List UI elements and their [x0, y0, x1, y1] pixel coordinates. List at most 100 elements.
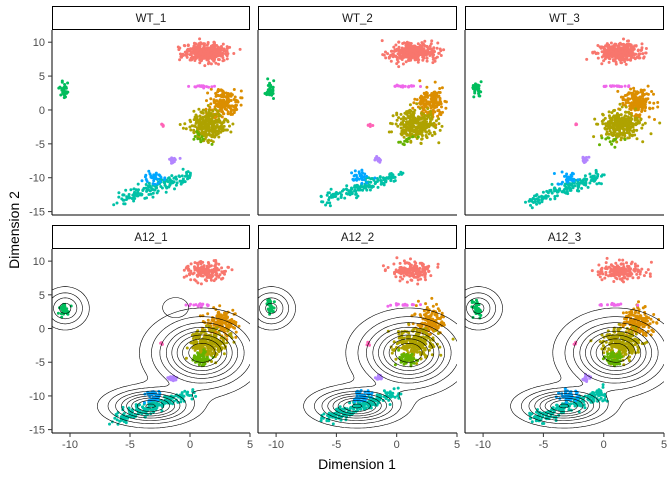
data-point [571, 185, 575, 189]
data-point [222, 47, 226, 51]
data-point [267, 299, 271, 303]
data-point [122, 202, 126, 206]
data-point [398, 56, 402, 60]
data-point [413, 108, 417, 112]
data-point [145, 196, 148, 200]
data-point [196, 263, 200, 267]
data-point [205, 357, 209, 361]
data-point [477, 94, 481, 98]
data-point [405, 48, 409, 52]
data-point [435, 46, 439, 50]
data-point [221, 42, 225, 46]
data-point [618, 102, 622, 106]
data-point [213, 264, 217, 268]
data-point [435, 302, 438, 306]
data-point [399, 360, 403, 364]
data-point [207, 108, 211, 112]
data-point [405, 137, 409, 141]
data-point [408, 274, 412, 278]
data-point [226, 52, 230, 56]
data-point [215, 102, 219, 106]
data-point [227, 105, 230, 109]
data-point [145, 189, 149, 193]
data-point [585, 57, 589, 61]
data-point [193, 278, 197, 282]
data-point [404, 356, 408, 360]
data-point [193, 115, 197, 119]
data-point [414, 126, 418, 130]
data-point [634, 92, 638, 95]
data-point [640, 126, 644, 130]
data-point [573, 184, 577, 188]
data-point [144, 407, 148, 411]
data-point [178, 58, 182, 62]
data-point [221, 53, 224, 57]
data-point [201, 132, 205, 136]
data-point [206, 267, 210, 271]
data-point [221, 90, 225, 94]
data-point [136, 191, 140, 195]
data-point [395, 111, 399, 115]
data-point [416, 278, 420, 282]
data-point [183, 389, 187, 393]
data-point [163, 394, 167, 398]
data-point [398, 261, 402, 265]
data-point [602, 45, 606, 49]
data-point [192, 346, 196, 349]
data-point [583, 174, 587, 178]
data-point [415, 98, 419, 102]
data-point [594, 171, 598, 175]
data-point [404, 117, 408, 121]
data-point [608, 116, 612, 120]
data-point [650, 90, 654, 93]
data-point [215, 266, 219, 270]
data-point [201, 137, 205, 141]
data-point [221, 112, 225, 116]
data-point [419, 85, 422, 88]
data-point [427, 270, 431, 273]
data-point [421, 120, 425, 124]
data-point [408, 103, 412, 107]
data-point [427, 132, 431, 136]
data-point [184, 53, 188, 57]
data-point [388, 172, 392, 176]
data-point [414, 304, 418, 308]
data-point [648, 101, 652, 105]
data-point [381, 264, 385, 268]
data-point [350, 191, 354, 194]
data-point [197, 107, 201, 111]
data-point [188, 125, 192, 129]
data-point [425, 85, 429, 89]
data-point [437, 122, 441, 126]
data-point [612, 127, 615, 131]
data-point [225, 108, 228, 112]
data-point [416, 299, 420, 303]
data-point [428, 338, 432, 342]
data-point [234, 100, 238, 104]
data-point [134, 192, 138, 196]
data-point [213, 84, 216, 88]
data-point [232, 52, 236, 55]
data-point [634, 113, 638, 117]
data-point [405, 110, 409, 114]
data-point [610, 118, 613, 122]
data-point [117, 195, 121, 199]
data-point [624, 49, 628, 53]
data-point [360, 168, 364, 172]
data-point [615, 140, 619, 144]
data-point [381, 53, 385, 57]
data-point [339, 196, 343, 199]
data-point [200, 364, 204, 367]
data-point [194, 50, 198, 53]
data-point [231, 112, 234, 116]
data-point [217, 135, 221, 139]
data-point [596, 56, 600, 60]
data-point [633, 44, 637, 48]
data-point [410, 346, 414, 350]
data-point [629, 116, 633, 120]
data-point [216, 88, 220, 91]
contour-line [126, 330, 233, 417]
data-point [187, 84, 191, 88]
data-point [423, 313, 426, 317]
